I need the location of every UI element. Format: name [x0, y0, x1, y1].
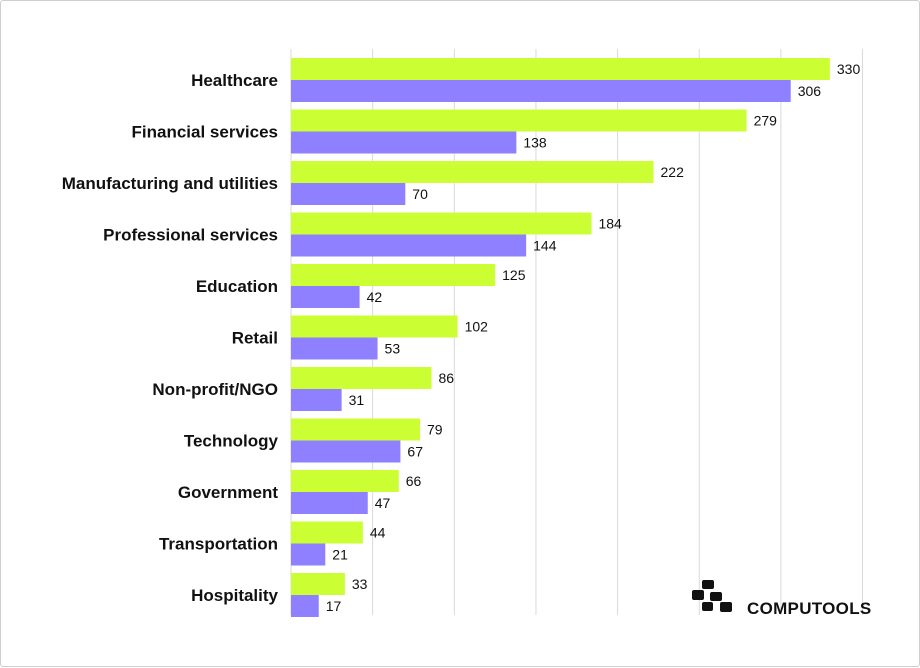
data-label: 330 — [837, 61, 861, 77]
bar-series-2 — [291, 286, 360, 308]
category-labels: Healthcare Financial services Manufacturin… — [62, 71, 279, 605]
category-label: Healthcare — [191, 71, 278, 90]
category-label: Manufacturing and utilities — [62, 174, 278, 193]
brand-logo: COMPUTOOLS — [692, 580, 872, 618]
category-label: Retail — [232, 329, 278, 348]
bar-series-1 — [291, 264, 496, 286]
bar-series-2 — [291, 595, 319, 617]
bars — [291, 58, 830, 617]
data-label: 86 — [438, 370, 454, 386]
data-label: 102 — [465, 319, 489, 335]
data-label: 144 — [533, 238, 557, 254]
data-label: 125 — [502, 267, 526, 283]
brand-name: COMPUTOOLS — [747, 599, 872, 618]
bar-series-2 — [291, 389, 342, 411]
bar-series-1 — [291, 58, 830, 80]
data-label: 44 — [370, 525, 386, 541]
data-label: 222 — [661, 164, 685, 180]
bar-series-1 — [291, 521, 363, 544]
bar-series-2 — [291, 337, 378, 360]
data-label: 79 — [427, 422, 443, 438]
category-label: Hospitality — [191, 586, 278, 605]
data-label: 306 — [798, 83, 822, 99]
bar-series-1 — [291, 109, 747, 132]
data-label: 67 — [407, 444, 423, 460]
bar-series-1 — [291, 573, 345, 595]
data-label: 31 — [349, 392, 365, 408]
category-label: Government — [178, 483, 278, 502]
category-label: Financial services — [132, 123, 278, 142]
data-label: 66 — [406, 473, 422, 489]
bar-series-1 — [291, 418, 421, 441]
bar-series-1 — [291, 212, 592, 235]
computools-logo-icon — [692, 580, 732, 612]
data-label: 47 — [375, 495, 391, 511]
bar-series-2 — [291, 183, 406, 205]
data-label: 53 — [385, 341, 401, 357]
data-label: 279 — [754, 113, 778, 129]
bar-series-2 — [291, 440, 401, 463]
bar-series-2 — [291, 234, 527, 257]
category-label: Non-profit/NGO — [152, 380, 278, 399]
bar-series-1 — [291, 161, 654, 183]
value-labels: 3303062791382227018414412542102538631796… — [326, 61, 861, 614]
bar-series-2 — [291, 543, 326, 566]
data-label: 42 — [367, 289, 383, 305]
bar-series-1 — [291, 470, 399, 492]
data-label: 70 — [412, 186, 428, 202]
bar-series-2 — [291, 80, 791, 102]
category-label: Education — [196, 277, 278, 296]
bar-series-2 — [291, 131, 517, 154]
data-label: 184 — [598, 216, 622, 232]
data-label: 138 — [523, 135, 547, 151]
data-label: 21 — [332, 547, 348, 563]
category-label: Technology — [184, 432, 279, 451]
data-label: 33 — [352, 576, 368, 592]
data-label: 17 — [326, 598, 342, 614]
bar-series-2 — [291, 492, 368, 514]
category-label: Transportation — [159, 535, 278, 554]
bar-series-1 — [291, 315, 458, 338]
bar-series-1 — [291, 367, 432, 389]
category-label: Professional services — [103, 226, 278, 245]
